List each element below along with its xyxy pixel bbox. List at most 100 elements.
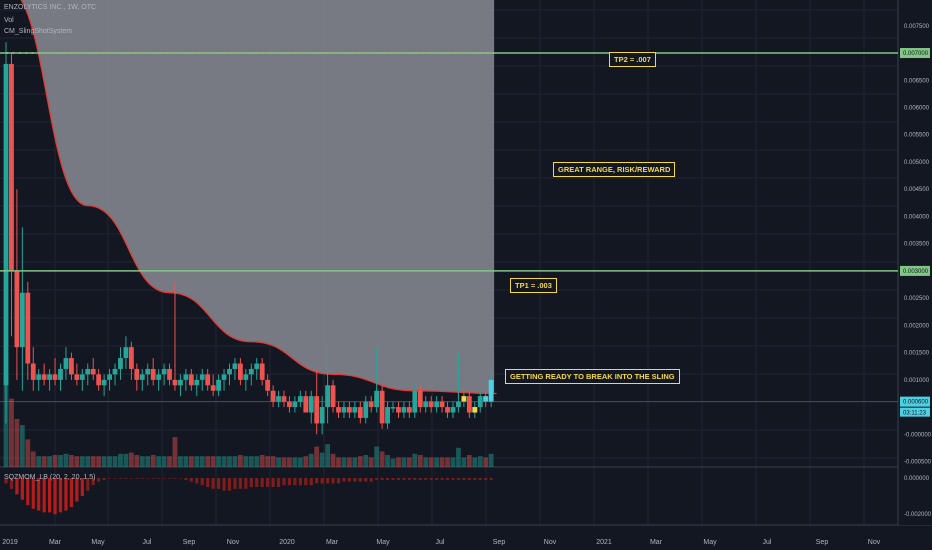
time-label-0: 2019	[2, 539, 18, 546]
volume-bar-87	[477, 456, 483, 467]
momentum-bar-62	[342, 478, 346, 482]
level-box-0	[900, 48, 930, 59]
highlight-candle-2	[483, 396, 489, 402]
volume-bar-35	[194, 456, 200, 467]
momentum-bar-65	[358, 478, 362, 482]
candle-body-9	[52, 374, 58, 380]
symbol-legend[interactable]: ENZOLYTICS INC., 1W, OTC	[4, 4, 97, 11]
countdown-box	[900, 407, 930, 417]
candle-body-1	[9, 63, 14, 271]
momentum-bar-51	[282, 478, 286, 486]
volume-bar-25	[139, 456, 145, 467]
candle-body-54	[297, 396, 303, 402]
time-label-4: Sep	[183, 539, 196, 546]
volume-bar-89	[488, 453, 494, 467]
volume-bar-13	[74, 456, 80, 467]
momentum-bar-45	[249, 478, 253, 488]
sling-area	[6, 0, 497, 395]
price-tick-9: 0.002000	[904, 323, 930, 329]
candle-body-55	[303, 396, 309, 413]
tp1-note[interactable]: TP1 = .003	[510, 278, 557, 293]
momentum-bar-83	[456, 478, 461, 480]
volume-bar-17	[96, 456, 102, 467]
volume-bar-1	[9, 398, 14, 467]
candle-body-41	[227, 368, 232, 375]
momentum-legend[interactable]: SQZMOM_LB (20, 2, 20, 1.5)	[4, 474, 96, 481]
volume-bar-52	[287, 457, 292, 467]
tp2-note[interactable]: TP2 = .007	[609, 52, 656, 67]
candle-body-44	[243, 374, 249, 380]
volume-bar-88	[483, 457, 489, 467]
candle-body-15	[85, 368, 91, 375]
volume-bar-22	[123, 453, 129, 467]
price-tick-6: 0.004000	[904, 214, 930, 220]
volume-bar-6	[36, 456, 42, 467]
volume-bar-9	[52, 455, 58, 467]
volume-bar-34	[188, 456, 194, 467]
volume-bar-59	[325, 444, 331, 467]
momentum-bar-46	[255, 478, 259, 488]
candle-body-74	[406, 407, 412, 413]
time-label-13: Mar	[650, 539, 663, 546]
volume-bar-73	[401, 457, 407, 467]
candle-body-12	[69, 358, 74, 375]
time-label-15: Jul	[763, 539, 772, 546]
momentum-bar-85	[467, 478, 471, 480]
momentum-bar-36	[200, 478, 204, 486]
momentum-bar-66	[364, 478, 368, 482]
volume-bar-57	[314, 446, 320, 467]
volume-bar-44	[243, 456, 249, 467]
candle-body-57	[314, 396, 320, 424]
volume-bar-40	[221, 456, 227, 467]
momentum-bar-2	[15, 478, 19, 495]
candle-body-27	[150, 368, 156, 380]
sling-note[interactable]: GETTING READY TO BREAK INTO THE SLING	[505, 369, 680, 384]
volume-bar-83	[456, 447, 461, 467]
momentum-bar-74	[407, 478, 411, 480]
momentum-bar-64	[353, 478, 357, 482]
momentum-bar-40	[222, 478, 226, 491]
momentum-bar-29	[162, 478, 166, 479]
candle-body-56	[308, 396, 314, 413]
candle-body-61	[336, 407, 341, 413]
volume-bar-31	[172, 437, 178, 467]
candle-body-59	[325, 385, 331, 408]
candles	[3, 42, 494, 435]
candle-body-13	[74, 374, 80, 380]
price-tick-7: 0.003500	[904, 242, 930, 248]
momentum-bar-6	[37, 478, 41, 511]
momentum-bar-11	[64, 478, 68, 511]
momentum-bar-33	[184, 478, 188, 480]
momentum-bar-47	[260, 478, 264, 488]
range-note[interactable]: GREAT RANGE, RISK/REWARD	[553, 162, 676, 177]
momentum-bar-53	[293, 478, 297, 486]
volume-bar-15	[85, 456, 91, 467]
momentum-bar-41	[227, 478, 232, 491]
momentum-bar-49	[271, 478, 275, 488]
candle-body-48	[265, 379, 271, 391]
candle-body-17	[96, 374, 102, 386]
volume-legend[interactable]: Vol	[4, 17, 14, 24]
level-label-0: 0.007000	[903, 51, 929, 57]
indicator-legend[interactable]: CM_SlingShotSystem	[4, 28, 73, 35]
candle-body-8	[47, 374, 53, 380]
candle-body-2	[14, 270, 20, 348]
price-tick-3: 0.005500	[904, 133, 930, 139]
candle-body-23	[128, 347, 134, 369]
volume-bar-5	[30, 451, 36, 467]
candle-body-51	[281, 396, 287, 402]
candle-body-78	[428, 401, 434, 408]
volume-bar-85	[466, 455, 472, 467]
momentum-bar-31	[173, 478, 177, 479]
price-tick-13: -0.000500	[904, 460, 932, 466]
volume-bar-46	[254, 456, 260, 467]
level-box-2	[900, 396, 930, 407]
volume-bar-61	[336, 457, 341, 467]
momentum-bar-89	[489, 478, 493, 480]
volume-bar-69	[379, 451, 385, 467]
candle-body-43	[237, 363, 243, 380]
time-label-14: May	[703, 539, 717, 546]
candle-body-24	[134, 368, 140, 380]
volume-bar-84	[461, 457, 467, 467]
